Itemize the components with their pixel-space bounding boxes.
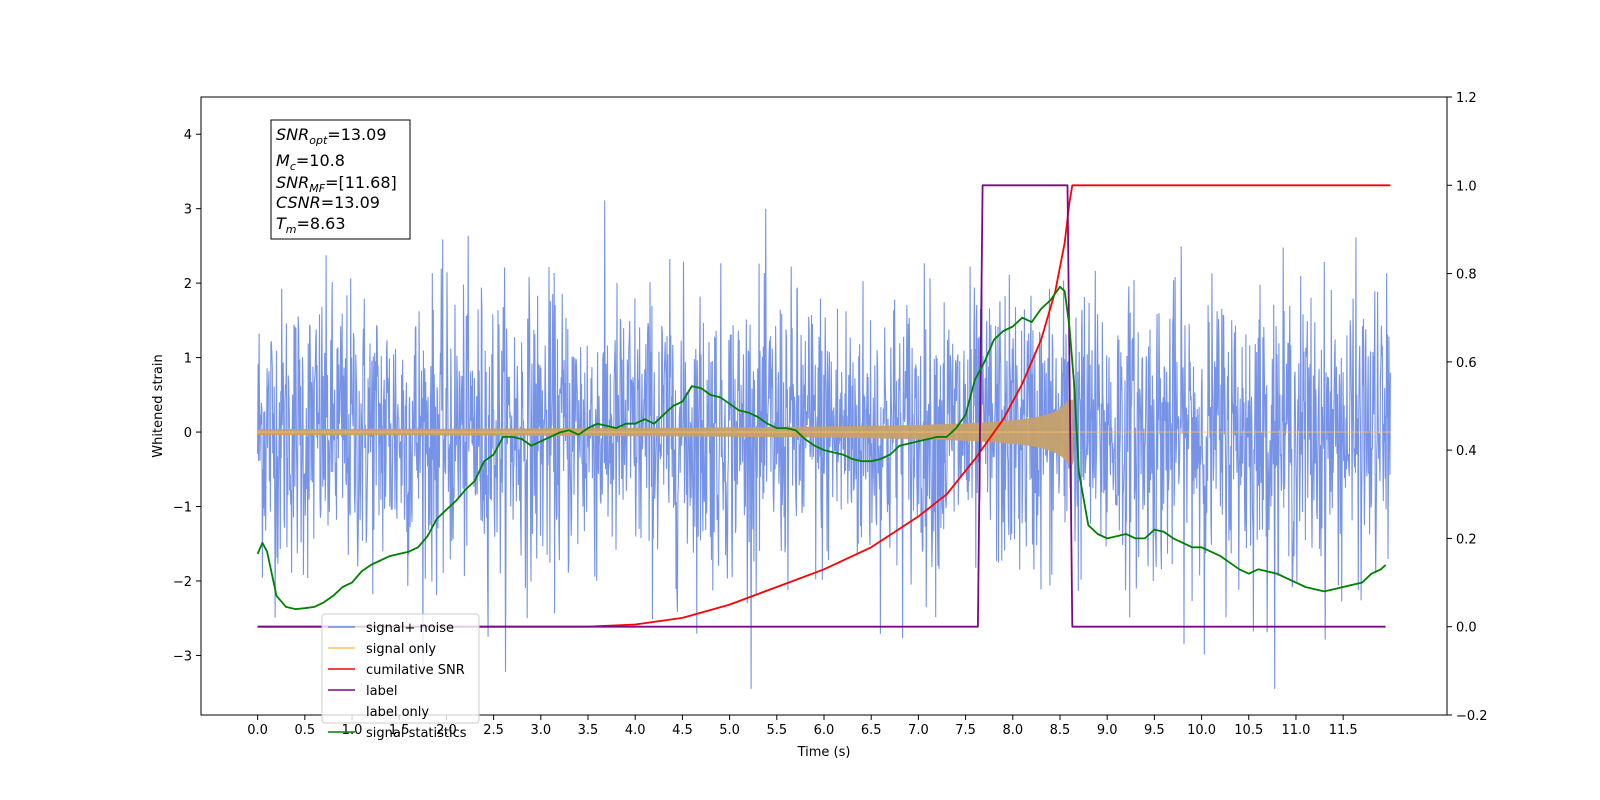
x-tick-label: 9.0 <box>1097 723 1118 738</box>
right-y-axis-ticks: 1.2 1.0 0.8 0.6 0.4 0.2 0.0 −0.2 <box>1447 91 1488 724</box>
legend-frame <box>321 613 480 724</box>
cumulative-snr-line <box>257 184 1391 628</box>
x-tick-label: 1.0 <box>342 723 363 738</box>
stats-mc-sub: c <box>290 160 296 173</box>
x-tick-label: 8.0 <box>1002 723 1023 738</box>
right-y-tick-label: 0.0 <box>1456 621 1477 636</box>
right-y-tick-label: 0.4 <box>1456 444 1477 459</box>
x-tick-label: 5.0 <box>719 723 740 738</box>
stats-snr-mf-value: =[11.68] <box>325 173 397 192</box>
right-y-tick-label: 0.8 <box>1456 268 1477 283</box>
left-y-axis-ticks: 4 3 2 1 0 −1 −2 −3 <box>173 128 201 664</box>
stats-snr-mf-sub: MF <box>309 182 325 195</box>
stats-mc-base: M <box>276 151 290 170</box>
stats-snr-opt-sub: opt <box>309 134 328 147</box>
stats-box: SNRopt=13.09 Mc=10.8 SNRMF=[11.68] CSNR=… <box>270 119 411 240</box>
left-y-tick-label: −2 <box>173 575 192 590</box>
legend-label: cumilative SNR <box>366 663 465 678</box>
left-y-axis-title: Whitened strain <box>151 354 166 457</box>
legend-label: signal statistics <box>366 726 467 741</box>
left-y-tick-label: −1 <box>173 501 192 516</box>
x-tick-label: 11.0 <box>1281 723 1310 738</box>
x-tick-label: 8.5 <box>1050 723 1071 738</box>
legend-label: label <box>366 684 397 699</box>
x-tick-label: 3.0 <box>530 723 551 738</box>
stats-box-frame <box>270 119 411 240</box>
signal-noise-line <box>257 200 1391 689</box>
x-tick-label: 6.5 <box>861 723 882 738</box>
x-tick-label: 3.5 <box>578 723 599 738</box>
stats-snr-opt-base: SNR <box>276 125 309 144</box>
left-y-tick-label: 0 <box>184 426 192 441</box>
signal-noise-series <box>257 200 1391 689</box>
legend-label: signal only <box>366 642 436 657</box>
label-line <box>257 184 1386 628</box>
stats-csnr-value: =13.09 <box>321 193 380 212</box>
stats-snr-mf: SNRMF=[11.68] <box>276 173 397 195</box>
x-tick-label: 4.0 <box>625 723 646 738</box>
x-tick-label: 2.5 <box>483 723 504 738</box>
x-tick-label: 10.0 <box>1187 723 1216 738</box>
left-y-tick-label: −3 <box>173 649 192 664</box>
stats-csnr: CSNR=13.09 <box>276 193 380 212</box>
stats-snr-mf-base: SNR <box>276 173 309 192</box>
stats-tm-sub: m <box>286 223 297 236</box>
x-tick-label: 4.5 <box>672 723 693 738</box>
x-tick-label: 5.5 <box>766 723 787 738</box>
stats-tm: Tm=8.63 <box>276 214 346 236</box>
left-y-tick-label: 1 <box>184 352 192 367</box>
x-tick-label: 6.0 <box>814 723 835 738</box>
x-tick-label: 1.5 <box>389 723 410 738</box>
x-tick-label: 2.0 <box>436 723 457 738</box>
stats-snr-opt: SNRopt=13.09 <box>276 125 387 147</box>
x-tick-label: 7.0 <box>908 723 929 738</box>
legend-label: label only <box>366 705 429 720</box>
x-tick-label: 11.5 <box>1329 723 1358 738</box>
x-tick-label: 9.5 <box>1144 723 1165 738</box>
stats-snr-opt-value: =13.09 <box>327 125 386 144</box>
stats-tm-base: T <box>276 214 287 233</box>
left-y-tick-label: 4 <box>184 128 192 143</box>
left-y-tick-label: 2 <box>184 277 192 292</box>
x-axis-title: Time (s) <box>797 745 851 760</box>
right-y-tick-label: 0.6 <box>1456 356 1477 371</box>
signal-only-series <box>257 399 1391 465</box>
stats-csnr-base: CSNR <box>276 193 321 212</box>
right-y-tick-label: 1.2 <box>1456 91 1477 106</box>
right-axis-series <box>256 184 1391 628</box>
x-tick-label: 10.5 <box>1234 723 1263 738</box>
legend-label: signal+ noise <box>366 621 454 636</box>
right-y-tick-label: 1.0 <box>1456 179 1477 194</box>
left-y-tick-label: 3 <box>184 203 192 218</box>
right-y-tick-label: 0.2 <box>1456 532 1477 547</box>
x-tick-label: 7.5 <box>955 723 976 738</box>
x-tick-label: 0.0 <box>247 723 268 738</box>
legend: signal+ noise signal only cumilative SNR la… <box>321 613 480 741</box>
stats-tm-value: =8.63 <box>297 214 346 233</box>
x-axis-ticks: 0.0 0.5 1.0 1.5 2.0 2.5 3.0 3.5 4.0 4.5 5.0 5.5 6.0 6… <box>247 715 1358 738</box>
stats-mc-value: =10.8 <box>296 151 345 170</box>
stats-mc: Mc=10.8 <box>276 151 345 173</box>
right-y-tick-label: −0.2 <box>1456 709 1488 724</box>
x-tick-label: 0.5 <box>294 723 315 738</box>
signal-statistics-line <box>256 285 1387 610</box>
